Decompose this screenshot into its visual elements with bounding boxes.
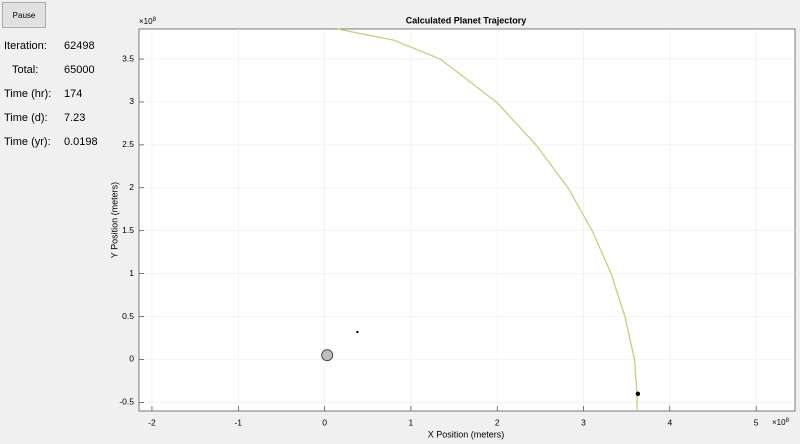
- pause-button[interactable]: Pause: [2, 2, 46, 28]
- x-tick-label: 4: [667, 417, 672, 427]
- chart-title: Calculated Planet Trajectory: [406, 15, 527, 25]
- y-axis-label: Y Position (meters): [109, 182, 119, 258]
- readout-label: Time (hr):: [4, 88, 52, 100]
- x-tick-label: 2: [495, 417, 500, 427]
- trajectory-line: [337, 28, 638, 411]
- readout-label: Iteration:: [4, 40, 47, 52]
- readout-label: Time (d):: [4, 112, 48, 124]
- body-marker: [321, 349, 334, 362]
- y-multiplier-exp: 8: [153, 17, 157, 23]
- axes-box: [138, 28, 796, 412]
- x-multiplier-base: ×10: [772, 418, 786, 427]
- readout-value: 174: [64, 88, 83, 100]
- x-multiplier-exp: 8: [786, 418, 790, 424]
- y-tick-label: 3.5: [122, 53, 134, 63]
- x-multiplier: ×108: [772, 418, 790, 428]
- x-axis-label: X Position (meters): [428, 429, 505, 439]
- y-multiplier-base: ×10: [139, 17, 153, 26]
- readout-label: Time (yr):: [4, 136, 51, 148]
- x-tick-label: 0: [322, 417, 327, 427]
- readout-value: 7.23: [64, 112, 86, 124]
- readout-value: 65000: [64, 64, 95, 76]
- readout-label: Total:: [12, 64, 39, 76]
- body-marker: [356, 330, 359, 334]
- y-multiplier: ×108: [139, 17, 157, 27]
- y-tick-label: 1: [129, 268, 134, 278]
- body-marker: [635, 391, 641, 397]
- y-tick-label: 2: [129, 182, 134, 192]
- y-tick-label: 0.5: [122, 311, 134, 321]
- x-tick-label: -1: [234, 417, 242, 427]
- y-tick-label: -0.5: [119, 397, 134, 407]
- y-tick-label: 0: [129, 354, 134, 364]
- y-tick-label: 3: [129, 96, 134, 106]
- x-tick-label: -2: [148, 417, 156, 427]
- x-tick-label: 3: [581, 417, 586, 427]
- x-tick-label: 5: [754, 417, 759, 427]
- x-tick-label: 1: [409, 417, 414, 427]
- y-tick-label: 1.5: [122, 225, 134, 235]
- y-tick-label: 2.5: [122, 139, 134, 149]
- readout-value: 62498: [64, 40, 95, 52]
- readout-value: 0.0198: [64, 136, 98, 148]
